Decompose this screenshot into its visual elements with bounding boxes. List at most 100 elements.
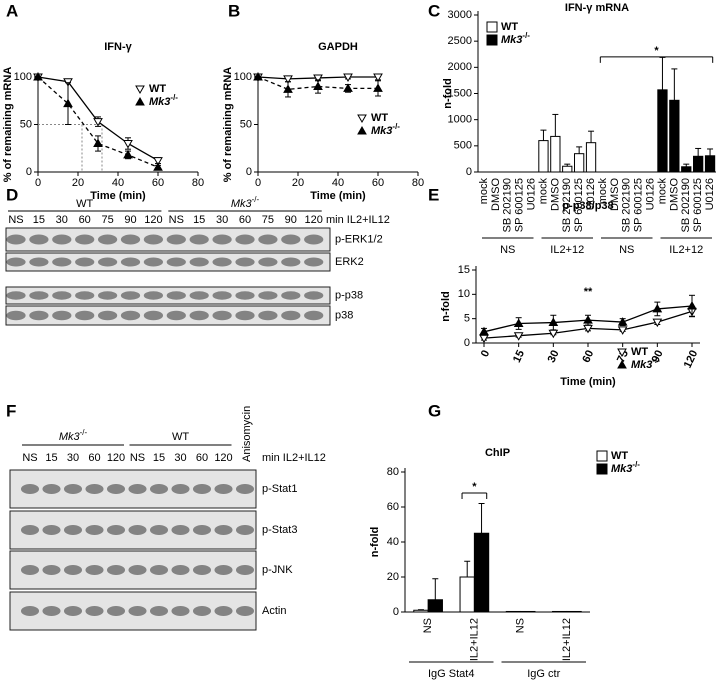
blot-band — [120, 234, 141, 245]
blot-band — [42, 565, 61, 575]
blot-band — [212, 234, 232, 245]
marker — [343, 73, 353, 83]
blot-band — [6, 310, 26, 321]
bar — [413, 609, 429, 613]
blot-band — [6, 234, 26, 245]
lane-label: 120 — [305, 214, 323, 226]
blot-band — [214, 484, 233, 494]
x-tick-label: mock — [537, 178, 549, 205]
bar — [427, 599, 443, 613]
y-tick-label: 20 — [387, 571, 399, 583]
group-label: Mk3-/- — [231, 195, 260, 210]
y-tick-label: 100 — [14, 71, 32, 83]
bar — [704, 155, 716, 173]
blot-band — [258, 291, 278, 300]
y-tick-label: 0 — [26, 166, 32, 178]
series-line — [257, 76, 378, 91]
y-axis-label: % of remaining mRNA — [222, 67, 234, 183]
blot-band — [120, 257, 141, 267]
y-axis-label: n-fold — [369, 527, 381, 558]
y-tick-label: 2000 — [448, 61, 472, 73]
blot-band — [281, 291, 301, 300]
lane-label: 120 — [144, 214, 162, 226]
lane-label: 90 — [285, 214, 297, 226]
significance: * — [472, 481, 477, 493]
marker — [33, 71, 43, 81]
bar — [693, 155, 704, 173]
blot-band — [85, 484, 104, 494]
lane-label: 120 — [107, 452, 125, 464]
legend-swatch — [596, 450, 608, 462]
blot-band — [106, 565, 126, 575]
x-tick-label: mock — [478, 178, 490, 205]
blot-band — [212, 291, 232, 300]
blot-band — [128, 525, 147, 535]
panel-label: G — [428, 401, 441, 420]
label-superscript: -/- — [392, 122, 400, 131]
label-superscript: -/- — [632, 460, 640, 469]
blot-band — [75, 257, 95, 267]
bar — [459, 576, 475, 613]
blot-band — [192, 484, 212, 494]
band-label: p-p38 — [335, 289, 363, 301]
lane-label: Anisomycin — [241, 406, 253, 462]
y-tick-label: 2500 — [448, 35, 472, 47]
marker — [652, 303, 663, 313]
x-tick-label: U0126 — [704, 178, 716, 210]
y-tick-label: 3000 — [448, 9, 472, 21]
y-tick-label: 0 — [464, 337, 470, 349]
x-tick-label: 20 — [292, 177, 304, 189]
y-tick-label: 100 — [234, 71, 252, 83]
label-name: WT — [76, 198, 93, 210]
marker — [548, 317, 559, 327]
lane-label: 15 — [33, 214, 45, 226]
lane-label: 75 — [262, 214, 274, 226]
blot-band — [106, 525, 126, 535]
blot-band — [85, 525, 104, 535]
group-label: NS — [500, 244, 515, 256]
marker — [93, 118, 103, 127]
blot-band — [149, 565, 169, 575]
blot-band — [143, 234, 164, 245]
lane-label: 15 — [153, 452, 165, 464]
legend-marker — [617, 359, 627, 369]
blot-band — [192, 606, 212, 616]
blot-band — [166, 310, 186, 321]
blot-band — [192, 565, 212, 575]
lane-label: 30 — [216, 214, 228, 226]
blot-band — [235, 257, 255, 267]
panel-label: A — [6, 1, 18, 20]
lane-label: NS — [22, 452, 37, 464]
blot-band — [75, 310, 95, 321]
blot-band — [258, 257, 278, 267]
y-tick-label: 1000 — [448, 114, 472, 126]
marker — [479, 334, 489, 344]
blot-band — [212, 310, 232, 321]
group-label: Mk3-/- — [59, 428, 88, 443]
x-tick-label: IL2+IL12 — [468, 618, 480, 661]
lane-label: 30 — [56, 214, 68, 226]
x-tick-label: NS — [422, 618, 434, 633]
marker — [687, 301, 697, 310]
blot-band — [189, 257, 209, 267]
marker — [253, 71, 263, 81]
y-tick-label: 0 — [246, 166, 252, 178]
x-tick-label: 120 — [682, 348, 701, 370]
blot-band — [166, 257, 186, 267]
x-tick-label: SB 202190 — [502, 178, 514, 232]
x-tick-label: IL2+IL12 — [561, 618, 573, 661]
legend-label: Mk3-/- — [371, 122, 400, 137]
x-tick-label: SP 600125 — [633, 178, 645, 232]
x-tick-label: DMSO — [609, 178, 621, 211]
band-label: p38 — [335, 309, 353, 321]
blot-band — [42, 484, 61, 494]
legend-label: Mk3-/- — [149, 93, 178, 108]
blot-band — [149, 525, 169, 535]
label-superscript: -/- — [252, 195, 260, 204]
marker — [153, 162, 163, 171]
marker — [479, 326, 489, 336]
x-tick-label: 90 — [650, 348, 666, 364]
blot-band — [97, 310, 118, 321]
legend-swatch — [596, 463, 608, 475]
